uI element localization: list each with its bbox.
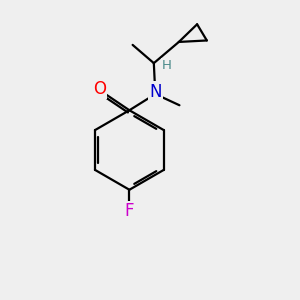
Text: O: O xyxy=(93,80,106,98)
Text: N: N xyxy=(149,83,161,101)
Text: F: F xyxy=(124,202,134,220)
Text: H: H xyxy=(162,59,172,72)
